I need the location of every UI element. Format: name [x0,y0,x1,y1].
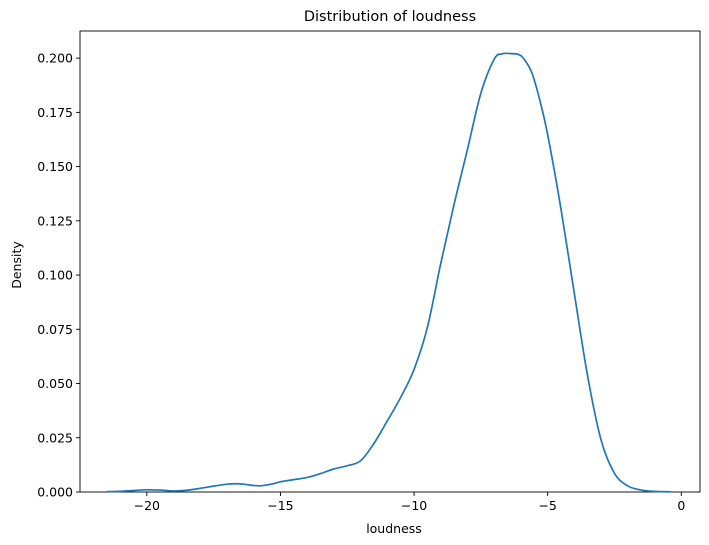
y-tick-label: 0.125 [37,213,73,228]
x-tick-label: −10 [401,498,427,513]
y-tick-label: 0.175 [37,105,73,120]
y-tick-label: 0.150 [37,159,73,174]
density-line [106,52,671,493]
plot-area: −20 −15 −10 −5 0 0.000 0.025 0.050 0.075 0.100 0.1… [37,30,701,513]
y-tick-label: 0.050 [37,376,73,391]
y-tick-label: 0.025 [37,430,73,445]
y-tick-label: 0.000 [37,485,73,500]
x-tick-label: −20 [134,498,160,513]
x-tick-label: −5 [538,498,556,513]
x-tick-label: 0 [677,498,685,513]
y-tick-label: 0.200 [37,51,73,66]
chart-title: Distribution of loudness [304,9,476,25]
plot-frame [79,30,701,493]
y-tick-label: 0.075 [37,322,73,337]
y-axis-label: Density [9,241,24,289]
x-tick-label: −15 [267,498,293,513]
y-tick-label: 0.100 [37,268,73,283]
x-axis-label: loudness [366,521,422,536]
